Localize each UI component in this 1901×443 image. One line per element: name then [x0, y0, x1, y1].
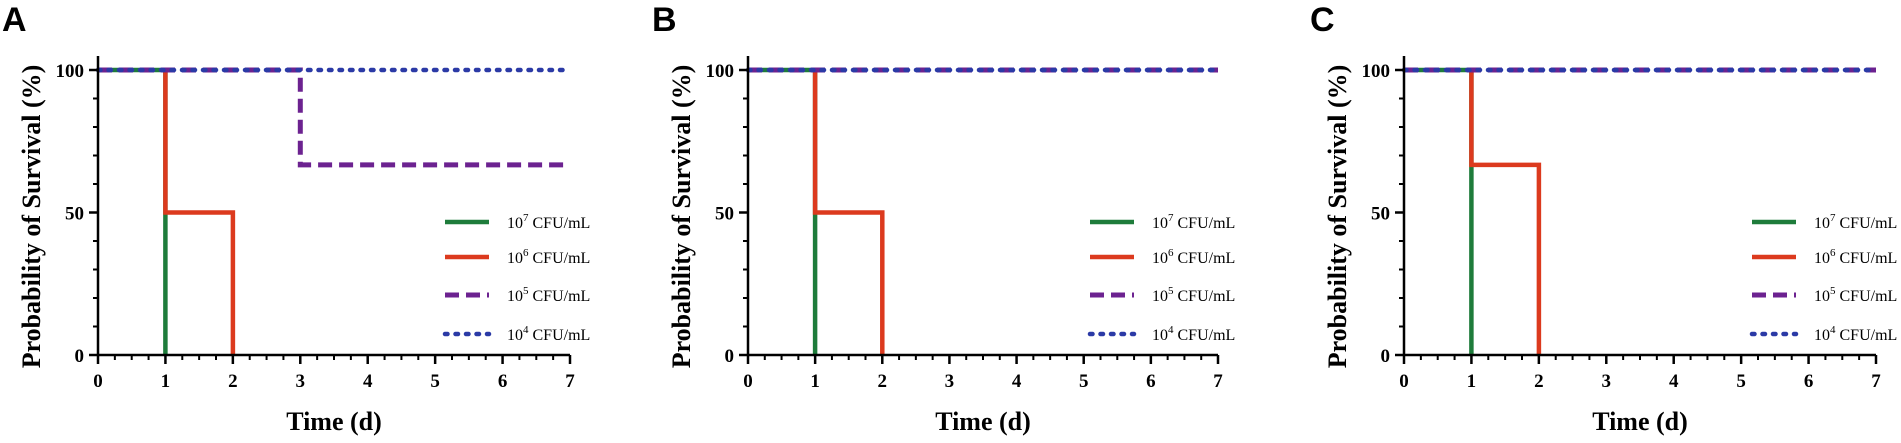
y-axis-label: Probability of Survival (%)	[667, 65, 696, 369]
x-axis-label: Time (d)	[1592, 407, 1688, 436]
legend: 107 CFU/mL 106 CFU/mL 105 CFU/mL 104 CFU/mL	[1749, 212, 1897, 344]
x-tick-label: 4	[1669, 371, 1679, 392]
legend-label-7: 107 CFU/mL	[1814, 212, 1897, 232]
chart-panel-b: B 0 1 2 3 4 5 6 7 0 50 100 Time (d) Probability of Su…	[652, 1, 1235, 436]
series-line-7	[98, 67, 168, 355]
x-tick-label: 3	[1602, 371, 1612, 392]
x-tick-label: 2	[1534, 371, 1544, 392]
legend-label-5: 105 CFU/mL	[1152, 285, 1235, 305]
series-line-7	[1404, 67, 1474, 355]
y-tick-label: 50	[1371, 204, 1390, 225]
y-tick-label: 100	[706, 61, 735, 82]
series-line-6	[163, 70, 236, 355]
x-tick-label: 7	[565, 371, 575, 392]
y-tick-label: 50	[65, 204, 84, 225]
x-tick-label: 4	[363, 371, 373, 392]
x-tick-label: 2	[228, 371, 238, 392]
legend: 107 CFU/mL 106 CFU/mL 105 CFU/mL 104 CFU/mL	[442, 212, 590, 344]
chart-panel-c: C 0 1 2 3 4 5 6 7 0 50 100 Time (d) Probability of Su…	[1310, 1, 1897, 436]
x-tick-label: 5	[1079, 371, 1089, 392]
y-tick-label: 100	[56, 61, 85, 82]
series-line-7	[748, 67, 818, 355]
legend-label-4: 104 CFU/mL	[1152, 324, 1235, 344]
legend: 107 CFU/mL 106 CFU/mL 105 CFU/mL 104 CFU/mL	[1087, 212, 1235, 344]
x-tick-label: 4	[1012, 371, 1022, 392]
legend-label-7: 107 CFU/mL	[507, 212, 590, 232]
series-line-6	[1469, 70, 1542, 355]
x-axis-label: Time (d)	[286, 407, 382, 436]
legend-label-6: 106 CFU/mL	[1814, 247, 1897, 267]
x-tick-label: 1	[161, 371, 171, 392]
legend-label-4: 104 CFU/mL	[507, 324, 590, 344]
series-line-5	[98, 67, 570, 168]
y-tick-label: 0	[725, 346, 735, 367]
y-tick-label: 0	[1381, 346, 1391, 367]
panel-letter: C	[1310, 1, 1335, 39]
y-tick-label: 0	[75, 346, 85, 367]
x-tick-label: 6	[1804, 371, 1814, 392]
legend-label-5: 105 CFU/mL	[1814, 285, 1897, 305]
y-tick-label: 50	[715, 204, 734, 225]
x-tick-label: 0	[1399, 371, 1409, 392]
y-tick-label: 100	[1362, 61, 1391, 82]
x-tick-label: 2	[878, 371, 888, 392]
x-tick-label: 5	[430, 371, 440, 392]
legend-label-4: 104 CFU/mL	[1814, 324, 1897, 344]
y-axis-label: Probability of Survival (%)	[17, 65, 46, 369]
legend-label-5: 105 CFU/mL	[507, 285, 590, 305]
x-tick-label: 3	[945, 371, 955, 392]
x-tick-label: 6	[1146, 371, 1156, 392]
y-axis-label: Probability of Survival (%)	[1323, 65, 1352, 369]
series-line-6	[812, 70, 885, 355]
x-tick-label: 5	[1736, 371, 1746, 392]
x-tick-label: 7	[1213, 371, 1223, 392]
panel-letter: B	[652, 1, 677, 39]
x-axis-label: Time (d)	[935, 407, 1031, 436]
x-tick-label: 6	[498, 371, 508, 392]
x-tick-label: 0	[743, 371, 753, 392]
x-tick-label: 0	[93, 371, 103, 392]
chart-panel-a: A 0 1 2 3 4 5 6 7 0 50 100 Time (d) Probability of Su…	[2, 1, 590, 436]
legend-label-6: 106 CFU/mL	[1152, 247, 1235, 267]
x-tick-label: 1	[810, 371, 820, 392]
x-tick-label: 1	[1467, 371, 1477, 392]
legend-label-7: 107 CFU/mL	[1152, 212, 1235, 232]
panel-letter: A	[2, 1, 27, 39]
legend-label-6: 106 CFU/mL	[507, 247, 590, 267]
x-tick-label: 3	[296, 371, 306, 392]
x-tick-label: 7	[1871, 371, 1881, 392]
